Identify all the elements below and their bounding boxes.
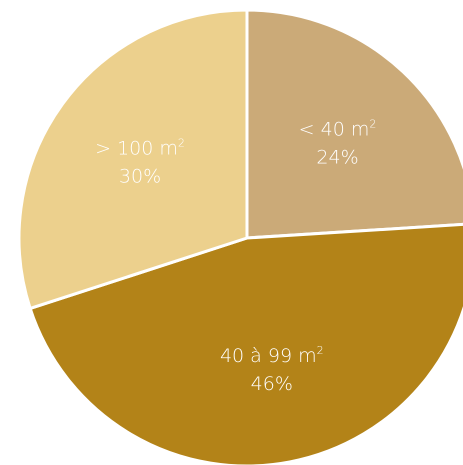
slice-label-2: 40 à 99 m2 46% (220, 344, 324, 395)
slice-category-text: < 40 m (299, 119, 370, 141)
slice-category-superscript: 2 (178, 136, 185, 149)
slice-percent-label: 46% (251, 373, 293, 395)
slice-label-1: < 40 m2 24% (299, 118, 377, 169)
slice-category-label: 40 à 99 m2 (220, 344, 324, 367)
slice-category-label: > 100 m2 (95, 136, 185, 159)
slice-label-3: > 100 m2 30% (95, 136, 185, 187)
pie-slice-3 (17, 8, 249, 310)
pie-slice-1 (245, 8, 463, 240)
slice-category-text: > 100 m (95, 137, 178, 159)
slice-category-superscript: 2 (369, 118, 376, 131)
slice-percent-label: 30% (119, 165, 161, 187)
pie-slice-2 (28, 222, 463, 465)
slice-category-superscript: 2 (317, 344, 324, 357)
slice-category-text: 40 à 99 m (220, 345, 317, 367)
slice-category-label: < 40 m2 (299, 118, 377, 141)
slice-percent-label: 24% (316, 147, 358, 169)
